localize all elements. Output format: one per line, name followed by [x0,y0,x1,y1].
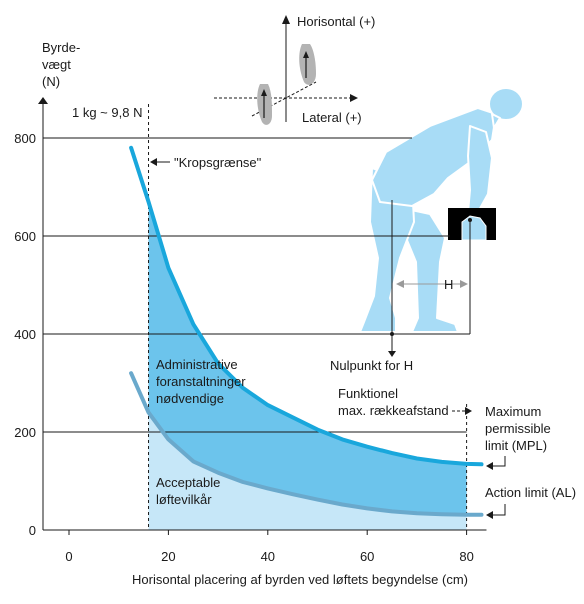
right-footprint-icon [299,44,316,85]
y-tick-label: 200 [14,425,36,440]
figure-back-leg [401,207,459,333]
series-curves [129,145,484,517]
x-tick-label: 80 [459,549,473,564]
load-box-hand [461,215,487,241]
reach-label-line-1: Funktionel [338,386,398,401]
x-tick-label: 0 [65,549,72,564]
unit-note: 1 kg ~ 9,8 N [72,105,142,120]
figure-arm [467,125,493,213]
al-pointer-head [486,511,493,519]
x-tick-label: 40 [261,549,275,564]
body-limit-arrowhead [150,158,157,166]
region-upper-label-line-2: foranstaltninger [156,374,246,389]
figure-neck [491,113,501,129]
mpl-label-line-3: limit (MPL) [485,438,547,453]
x-tick-label: 20 [161,549,175,564]
x-ticks: 0 20 40 60 80 [65,530,474,564]
y-axis-arrow [38,97,48,104]
x-tick-label: 60 [360,549,374,564]
h-label: H [444,277,453,292]
axes [42,100,487,531]
body-limit-label: "Kropsgrænse" [174,155,262,170]
al-pointer [490,504,506,516]
horizontal-axis-arrowhead [282,15,290,24]
series-line-mpl [129,145,484,467]
region-administrative [148,201,467,515]
left-foot-arrowhead [261,89,267,96]
region-lower-label-line-2: løftevilkår [156,492,212,507]
left-footprint-icon [257,84,272,125]
region-upper-label-line-1: Administrative [156,357,238,372]
figure-center-dot [390,332,394,336]
region-acceptable [148,412,467,530]
x-axis-label: Horisontal placering af byrden ved løfte… [132,572,468,587]
region-lower-label-line-1: Acceptable [156,475,220,490]
regions [148,201,467,530]
h-arrow-left [396,280,404,288]
mpl-pointer [490,456,506,467]
figure-head [488,87,524,121]
lifting-figure-illustration [359,87,524,333]
y-ticks: 0 200 400 600 800 [14,131,36,538]
region-upper-label-line-3: nødvendige [156,391,224,406]
mpl-label-line-2: permissible [485,421,551,436]
zero-point-label: Nulpunkt for H [330,358,413,373]
y-axis-label-line-2: vægt [42,57,71,72]
mpl-label-line-1: Maximum [485,404,541,419]
lateral-axis-arrowhead [350,94,358,102]
y-tick-label: 0 [29,523,36,538]
y-axis-label-line-3: (N) [42,74,60,89]
horizontal-axis-label: Horisontal (+) [297,14,375,29]
reference-lines [43,137,467,433]
y-tick-label: 600 [14,229,36,244]
al-label: Action limit (AL) [485,485,576,500]
box-center-dot [468,218,472,222]
y-axis-label-line-1: Byrde- [42,40,80,55]
figure-front-leg [359,167,415,333]
reach-label-line-2: max. rækkeafstand [338,403,449,418]
mpl-pointer-head [486,462,493,470]
y-tick-label: 800 [14,131,36,146]
limit-lines [148,104,471,530]
orientation-diagram: Horisontal (+) Lateral (+) [214,14,375,125]
right-foot-arrowhead [303,51,309,58]
reach-arrowhead [465,407,472,415]
y-tick-label: 400 [14,327,36,342]
zero-point-arrowhead [388,351,396,357]
series-line-action-limit [129,371,484,517]
lateral-axis-label: Lateral (+) [302,110,362,125]
h-arrow-right [460,280,468,288]
load-box [448,208,496,241]
